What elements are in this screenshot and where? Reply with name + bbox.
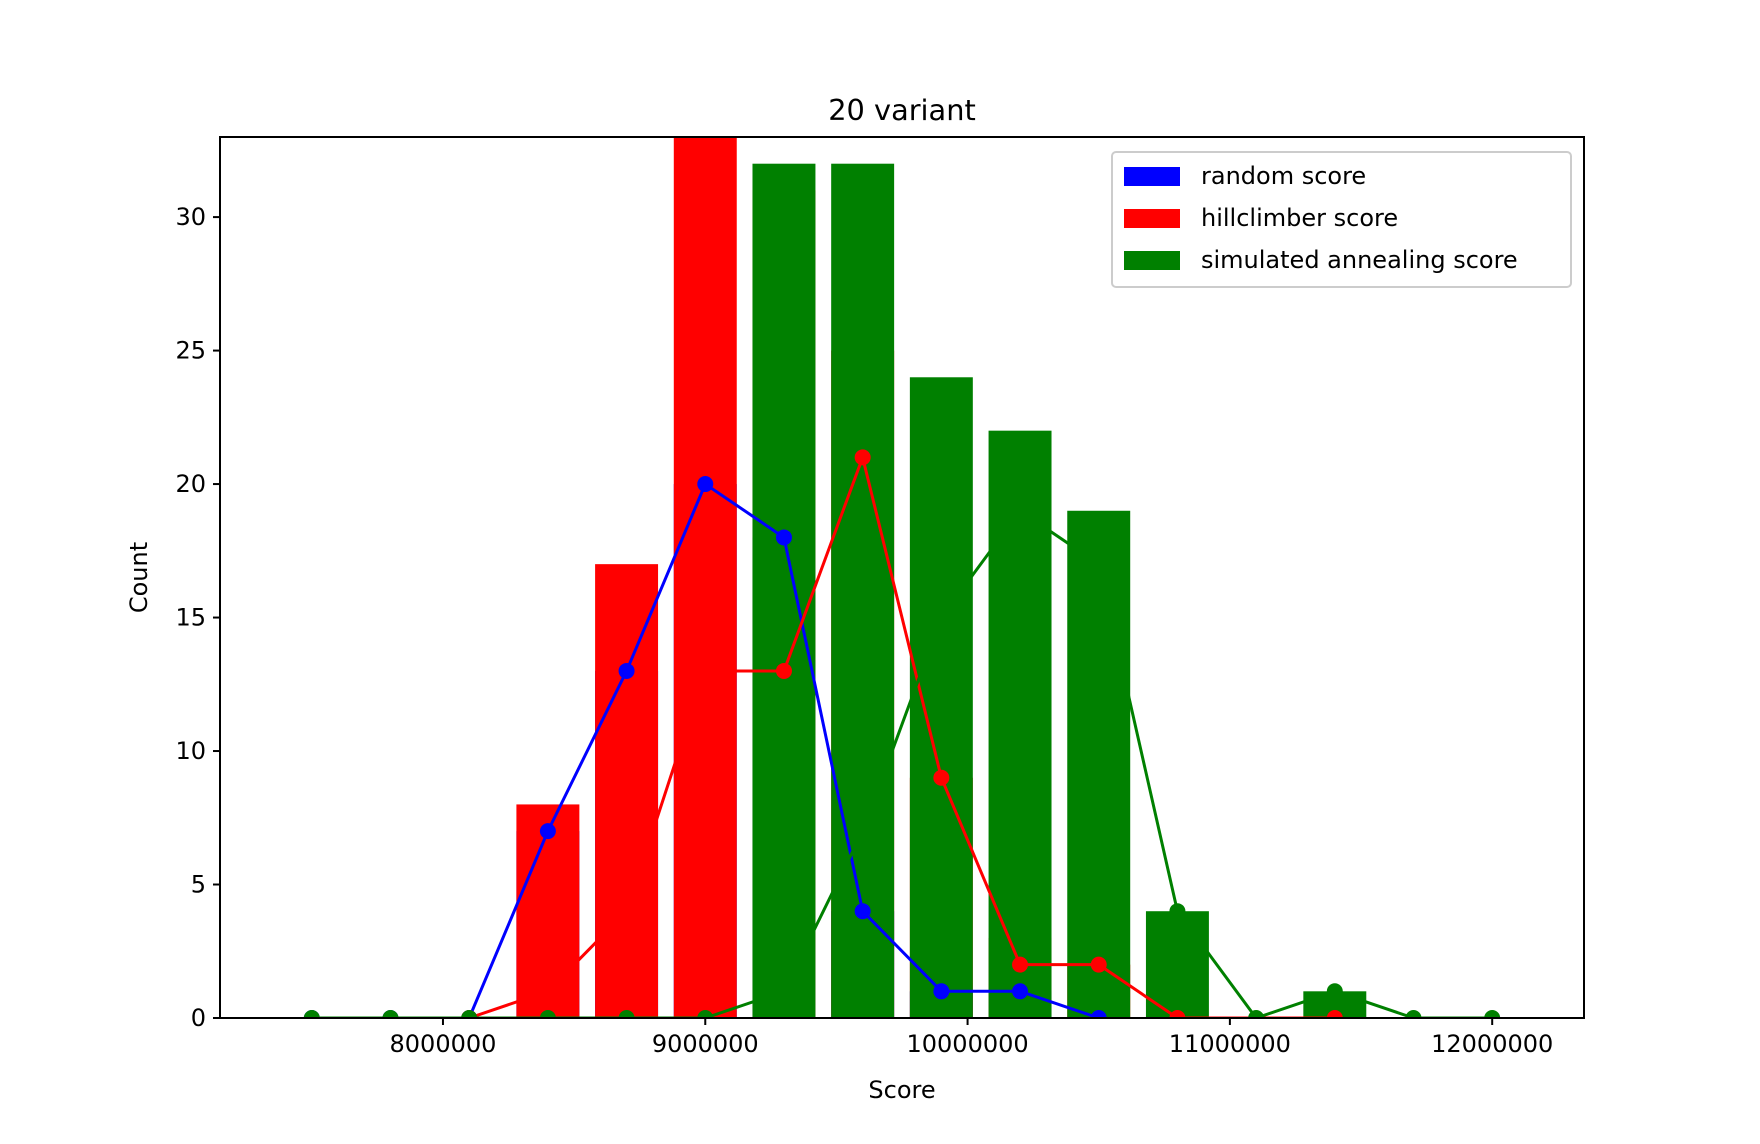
x-tick-label: 9000000 <box>652 1030 759 1058</box>
point-series-0 <box>618 662 635 679</box>
point-series-1 <box>1090 956 1107 973</box>
point-series-2 <box>697 1010 714 1018</box>
x-axis-label: Score <box>868 1076 935 1104</box>
bar-series-2 <box>909 377 973 1018</box>
bar-series-1 <box>673 137 737 1018</box>
point-series-2 <box>303 1010 320 1018</box>
y-tick-label: 10 <box>175 737 206 765</box>
x-tick-label: 12000000 <box>1431 1030 1553 1058</box>
point-series-2 <box>1090 556 1107 573</box>
y-tick-label: 5 <box>191 871 206 899</box>
chart-title: 20 variant <box>828 93 976 127</box>
legend-entry-label: random score <box>1201 162 1366 190</box>
point-series-1 <box>1012 956 1029 973</box>
legend-entry-label: simulated annealing score <box>1201 246 1518 274</box>
y-tick-label: 0 <box>191 1004 206 1032</box>
x-tick-label: 11000000 <box>1169 1030 1291 1058</box>
point-series-2 <box>539 1010 556 1018</box>
point-series-2 <box>1405 1010 1422 1018</box>
point-series-2 <box>1326 983 1343 1000</box>
lines-layer <box>303 449 1501 1018</box>
legend-swatch <box>1124 251 1180 270</box>
y-tick-label: 15 <box>175 604 206 632</box>
legend: random score hillclimber score simulated a… <box>1111 151 1572 288</box>
point-series-0 <box>697 476 714 493</box>
y-axis-label: Count <box>125 542 153 613</box>
legend-swatch <box>1124 209 1180 228</box>
point-series-2 <box>854 823 871 840</box>
point-series-2 <box>775 983 792 1000</box>
point-series-1 <box>1326 1010 1343 1018</box>
x-tick-label: 10000000 <box>906 1030 1028 1058</box>
x-tick-label: 8000000 <box>390 1030 497 1058</box>
point-series-0 <box>775 529 792 546</box>
bar-series-2 <box>988 430 1052 1018</box>
point-series-2 <box>1169 903 1186 920</box>
y-tick-label: 25 <box>175 337 206 365</box>
point-series-1 <box>933 769 950 786</box>
bar-series-2 <box>1067 510 1131 1018</box>
point-series-0 <box>933 983 950 1000</box>
point-series-1 <box>854 449 871 466</box>
point-series-2 <box>1248 1010 1265 1018</box>
bar-series-2 <box>1145 911 1209 1018</box>
bar-series-1 <box>516 804 580 1018</box>
point-series-0 <box>539 823 556 840</box>
point-series-2 <box>382 1010 399 1018</box>
point-series-0 <box>1090 1010 1107 1018</box>
legend-swatch <box>1124 167 1180 186</box>
point-series-1 <box>539 983 556 1000</box>
line-series-2 <box>311 509 1493 1018</box>
point-series-2 <box>618 1010 635 1018</box>
point-series-2 <box>461 1010 478 1018</box>
bar-series-1 <box>595 564 659 1018</box>
plot-frame <box>219 136 1585 1019</box>
y-axis: 0 5 10 15 20 25 30 <box>175 203 220 1032</box>
point-series-2 <box>933 609 950 626</box>
legend-box <box>1111 151 1572 288</box>
point-series-1 <box>775 662 792 679</box>
legend-entry-label: hillclimber score <box>1201 204 1398 232</box>
point-series-2 <box>1484 1010 1501 1018</box>
point-series-0 <box>1012 983 1029 1000</box>
point-series-0 <box>854 903 871 920</box>
point-series-2 <box>1012 502 1029 519</box>
point-series-1 <box>618 903 635 920</box>
bar-series-2 <box>831 163 895 1018</box>
x-axis: 8000000 9000000 10000000 11000000 12000000 <box>390 1018 1553 1058</box>
bar-series-2 <box>752 163 816 1018</box>
y-tick-label: 20 <box>175 470 206 498</box>
point-series-1 <box>697 662 714 679</box>
point-series-1 <box>1169 1010 1186 1018</box>
y-tick-label: 30 <box>175 203 206 231</box>
